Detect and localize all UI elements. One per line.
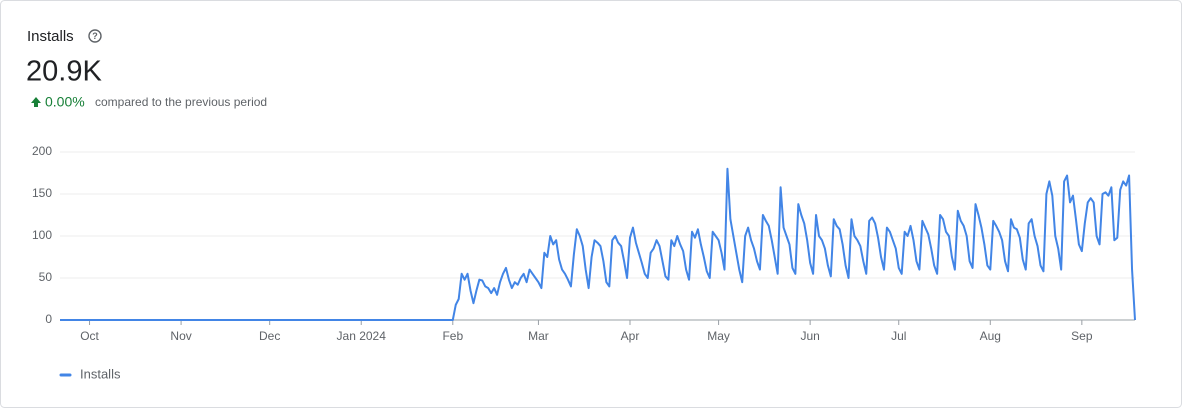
x-tick-label: Jan 2024	[337, 329, 387, 343]
y-tick-label: 200	[32, 144, 52, 158]
series-line	[60, 167, 1136, 321]
x-tick-label: Apr	[621, 329, 640, 343]
y-tick-label: 0	[45, 312, 52, 326]
x-tick-label: Mar	[528, 329, 549, 343]
y-tick-label: 50	[39, 270, 53, 284]
x-tick-label: Sep	[1071, 329, 1093, 343]
svg-text:?: ?	[92, 31, 98, 41]
change-value: 0.00%	[45, 94, 85, 110]
card-title: Installs	[27, 28, 74, 45]
x-tick-label: Oct	[80, 329, 99, 343]
x-tick-label: Jun	[800, 329, 819, 343]
x-tick-label: Nov	[170, 329, 191, 343]
x-tick-label: Jul	[891, 329, 906, 343]
legend-label: Installs	[80, 366, 121, 381]
y-tick-label: 150	[32, 186, 52, 200]
metric-value: 20.9K	[26, 56, 102, 88]
y-tick-label: 100	[32, 228, 52, 242]
x-tick-label: Dec	[259, 329, 280, 343]
x-tick-label: Aug	[980, 329, 1001, 343]
help-icon[interactable]: ?	[88, 29, 102, 43]
change-note: compared to the previous period	[95, 95, 267, 109]
up-arrow	[31, 97, 41, 107]
x-tick-label: May	[707, 329, 730, 343]
x-tick-label: Feb	[442, 329, 463, 343]
